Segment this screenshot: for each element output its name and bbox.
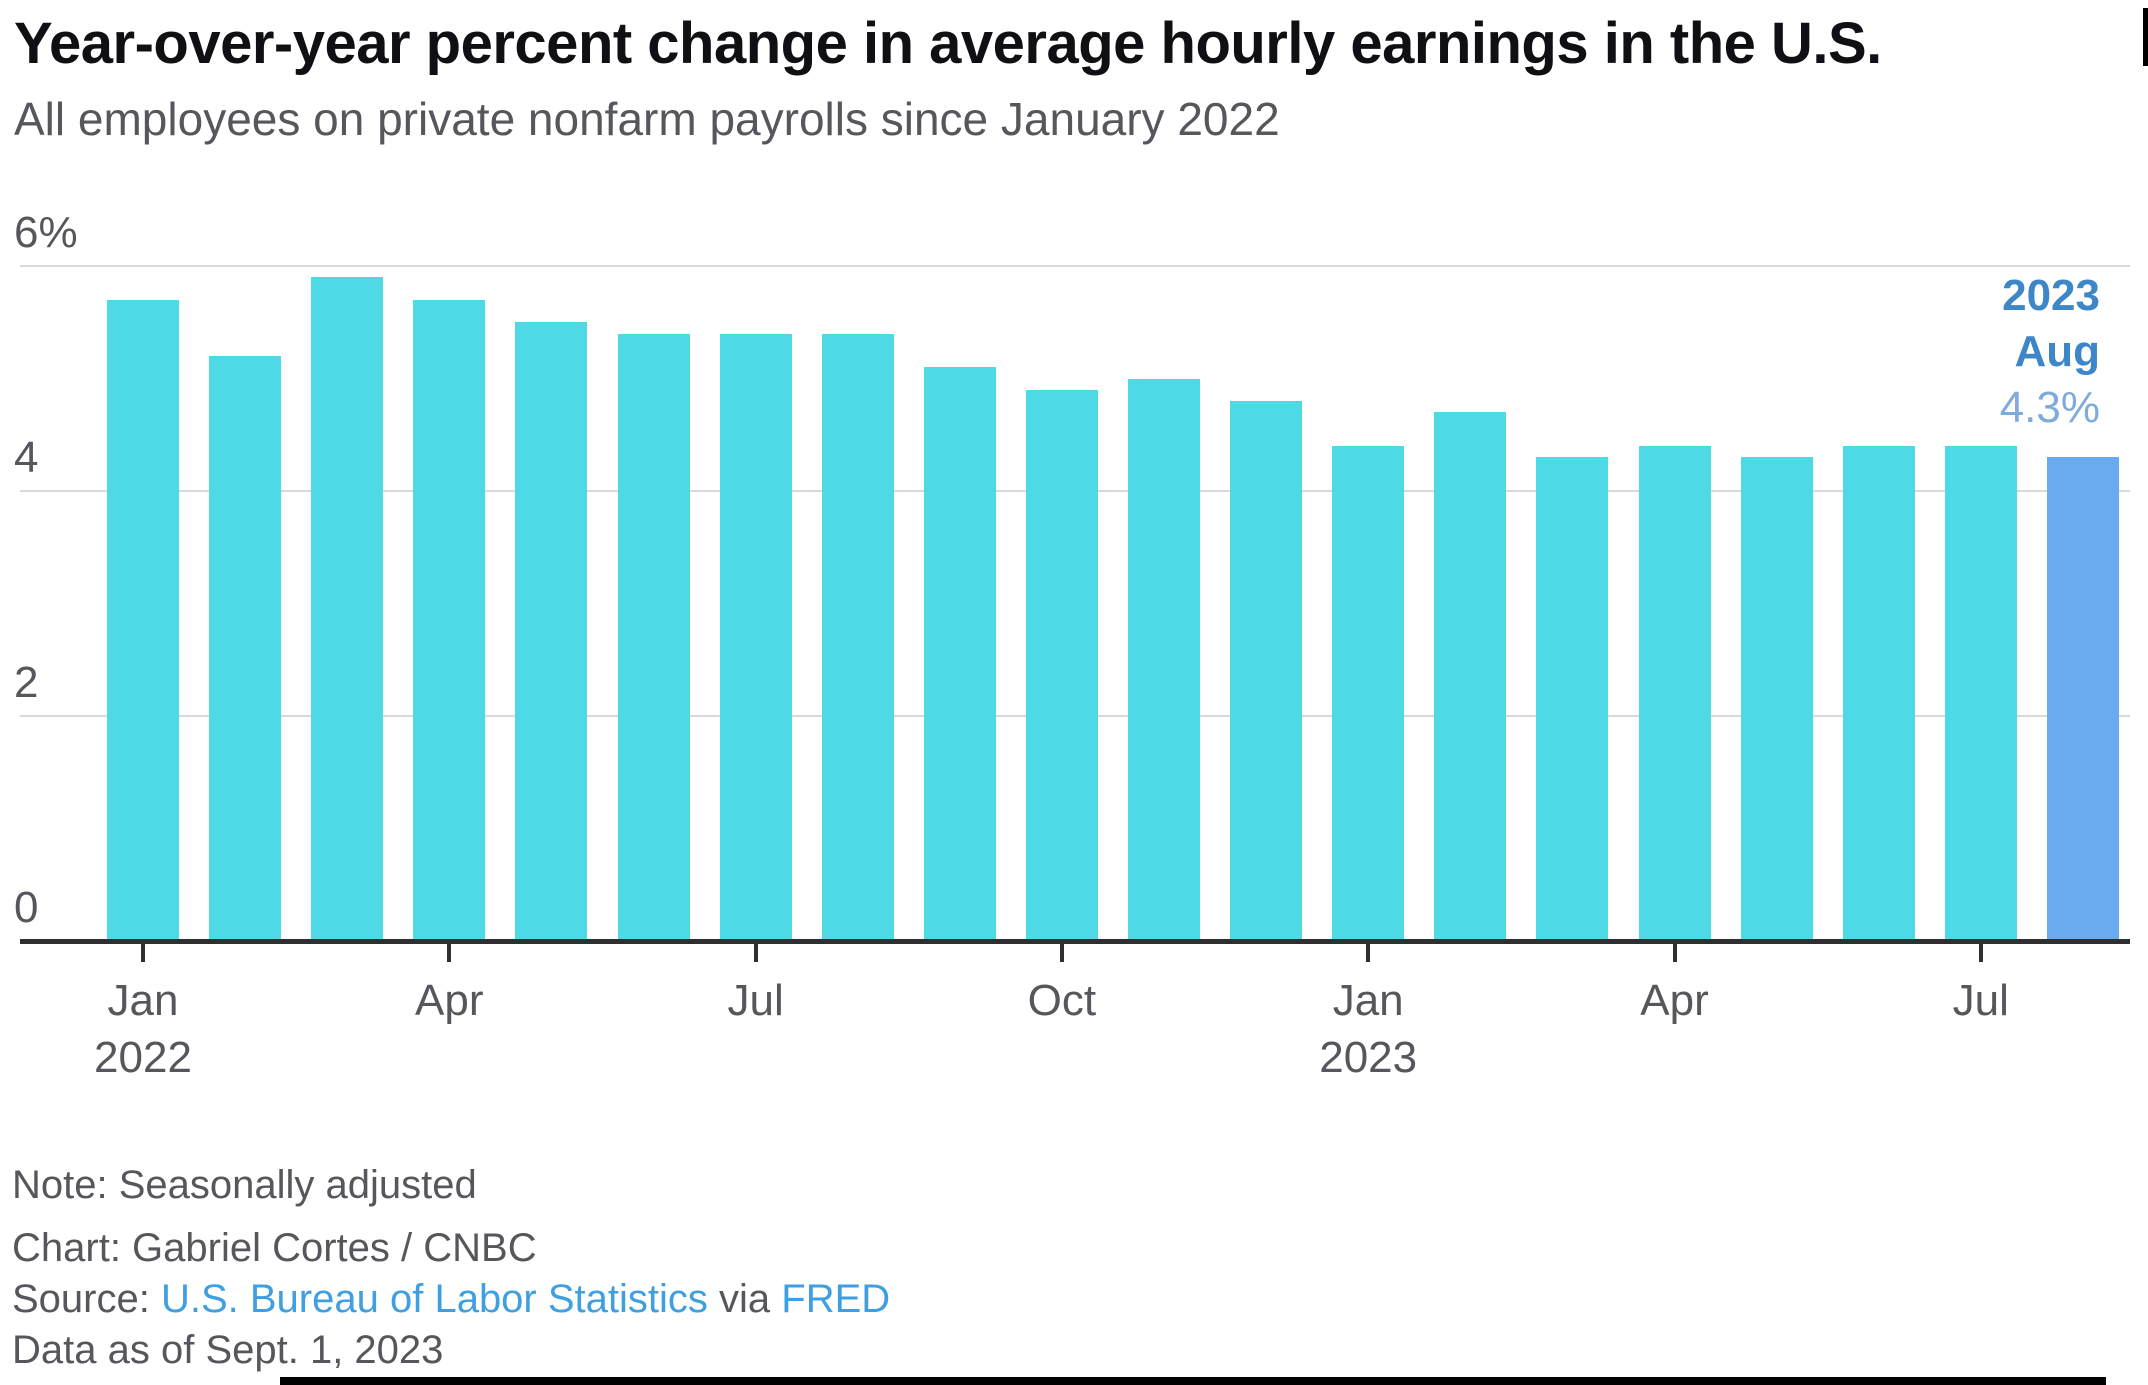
x-axis-label-jan-2023: Jan 2023 [1319,976,1418,1082]
x-axis-tick-jan-2023 [1366,944,1371,962]
bar-feb-2022 [209,356,282,944]
bar-jun-2022 [617,333,690,944]
bar-jun-2023 [1842,446,1915,944]
gridline-6 [20,265,2130,267]
bar-jan-2023 [1332,446,1405,944]
y-axis-label-6: 6% [14,208,78,257]
x-axis-label-apr: Apr [1640,976,1709,1025]
x-axis-tick-apr [447,944,452,962]
footnote-note: Note: Seasonally adjusted [12,1163,477,1207]
annotation-month: Aug [2014,327,2100,376]
bar-apr-2022 [413,299,486,944]
source-link-fred[interactable]: FRED [781,1277,891,1321]
x-axis-label-jan-2022: Jan 2022 [94,976,192,1082]
x-axis-tick-apr [1672,944,1677,962]
x-axis-tick-jul [753,944,758,962]
annotation-value: 4.3% [1999,383,2100,432]
bar-aug-2022 [821,333,894,944]
x-axis-tick-oct [1059,944,1064,962]
annotation-year: 2023 [2002,271,2100,320]
bar-jan-2022 [107,299,179,944]
bar-mar-2023 [1536,457,1609,944]
page-title: Year-over-year percent change in average… [14,11,1882,76]
footnote-source: Source: U.S. Bureau of Labor Statistics … [12,1277,890,1322]
bar-jul-2023 [1944,446,2017,944]
bar-sep-2022 [923,367,996,944]
bar-may-2023 [1740,457,1813,944]
bar-mar-2022 [311,277,384,944]
y-axis-label-4: 4 [14,433,39,482]
bar-feb-2023 [1434,412,1507,944]
source-label: Source: [12,1277,161,1321]
top-right-edge-mark [2143,8,2148,66]
last-bar-annotation: 2023 Aug 4.3% [1700,268,2100,436]
footnote-credit: Chart: Gabriel Cortes / CNBC [12,1226,537,1270]
x-axis-tick-jan-2022 [141,944,145,962]
x-axis-tick-jul [1978,944,1983,962]
footnote-data-as-of: Data as of Sept. 1, 2023 [12,1328,444,1372]
y-axis-label-2: 2 [14,658,39,707]
bar-oct-2022 [1025,389,1098,944]
source-link-bls[interactable]: U.S. Bureau of Labor Statistics [160,1277,708,1321]
page-subtitle: All employees on private nonfarm payroll… [14,93,1280,145]
source-via: via [707,1277,782,1321]
x-axis-label-oct: Oct [1027,976,1097,1025]
y-axis-label-0: 0 [14,883,39,932]
x-axis-label-jul: Jul [727,976,784,1025]
bar-dec-2022 [1230,401,1303,944]
bar-nov-2022 [1128,378,1200,944]
bottom-border-line [280,1377,2106,1385]
x-axis-label-jul: Jul [1952,976,2009,1025]
x-axis-line [20,939,2130,944]
x-axis-label-apr: Apr [415,976,484,1025]
bar-jul-2022 [719,333,792,944]
bar-may-2022 [515,322,588,944]
bar-aug-2023 [2046,457,2119,944]
bar-apr-2023 [1638,446,1711,944]
